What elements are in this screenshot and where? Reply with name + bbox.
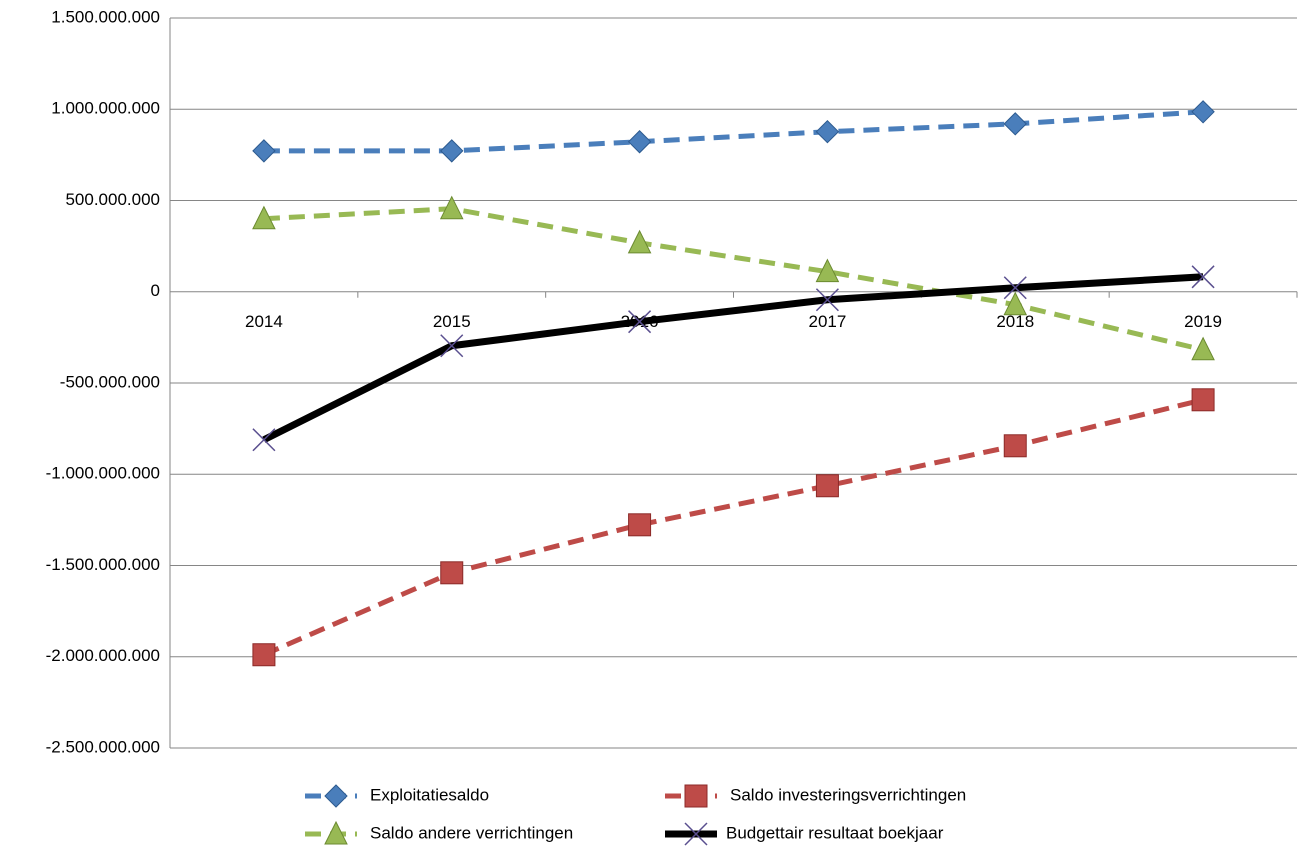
marker	[684, 822, 708, 846]
marker	[252, 139, 276, 163]
marker	[1003, 112, 1027, 136]
marker	[440, 139, 464, 163]
series-line	[262, 397, 1204, 658]
y-tick-label: -1.000.000.000	[46, 464, 160, 483]
marker	[627, 130, 652, 154]
y-tick-label: -2.500.000.000	[46, 737, 160, 756]
x-tick-label: 2014	[245, 312, 283, 331]
marker-shape	[815, 258, 840, 283]
marker	[1191, 100, 1215, 124]
legend-label: Budgettair resultaat boekjaar	[726, 823, 944, 842]
marker-shape	[440, 334, 464, 358]
marker-shape	[628, 310, 652, 334]
marker-shape	[1191, 336, 1215, 361]
marker-shape	[252, 643, 276, 667]
legend-label: Exploitatiesaldo	[370, 785, 489, 804]
marker	[815, 258, 840, 283]
marker-shape	[815, 474, 839, 498]
marker	[252, 205, 276, 230]
marker	[627, 229, 652, 254]
marker	[324, 784, 348, 808]
series-line	[262, 273, 1204, 443]
marker	[1191, 336, 1215, 361]
y-tick-label: 500.000.000	[65, 190, 160, 209]
marker-shape	[627, 130, 652, 154]
marker	[440, 561, 464, 585]
marker-shape	[324, 820, 348, 845]
x-tick-label: 2019	[1184, 312, 1222, 331]
y-tick-label: -2.000.000.000	[46, 646, 160, 665]
marker	[815, 119, 840, 144]
x-tick-label: 2017	[809, 312, 847, 331]
marker	[815, 474, 839, 498]
marker	[628, 310, 652, 334]
marker-shape	[1003, 291, 1028, 316]
marker-shape	[252, 428, 276, 452]
marker-shape	[1191, 265, 1215, 289]
marker	[252, 643, 276, 667]
marker-shape	[1191, 388, 1215, 412]
marker	[440, 334, 464, 358]
y-tick-label: 0	[151, 281, 160, 300]
marker	[324, 820, 348, 845]
x-tick-label: 2015	[433, 312, 471, 331]
marker-shape	[440, 139, 464, 163]
marker-shape	[627, 229, 652, 254]
marker-shape	[684, 784, 708, 808]
marker-shape	[628, 513, 652, 537]
marker	[1191, 265, 1215, 289]
marker-shape	[684, 822, 708, 846]
marker-shape	[439, 195, 464, 220]
legend-label: Saldo andere verrichtingen	[370, 823, 573, 842]
marker	[1191, 388, 1215, 412]
marker	[1003, 434, 1027, 458]
y-tick-label: 1.000.000.000	[51, 99, 160, 118]
marker-shape	[1191, 100, 1215, 124]
marker	[628, 513, 652, 537]
y-tick-label: -1.500.000.000	[46, 555, 160, 574]
marker	[684, 784, 708, 808]
marker	[815, 288, 839, 312]
marker-shape	[440, 561, 464, 585]
marker	[1003, 291, 1028, 316]
legend-label: Saldo investeringsverrichtingen	[730, 785, 966, 804]
marker-shape	[1003, 434, 1027, 458]
y-tick-label: 1.500.000.000	[51, 7, 160, 26]
marker-shape	[1003, 112, 1027, 136]
marker-shape	[252, 139, 276, 163]
series-line	[263, 206, 1204, 353]
marker	[252, 428, 276, 452]
y-tick-label: -500.000.000	[60, 372, 160, 391]
marker-shape	[815, 119, 840, 144]
marker-shape	[1003, 276, 1027, 300]
marker-shape	[252, 205, 276, 230]
series-line	[263, 109, 1204, 154]
marker-shape	[815, 288, 839, 312]
marker-shape	[324, 784, 348, 808]
marker	[1003, 276, 1027, 300]
x-tick-label: 2018	[996, 312, 1034, 331]
marker	[439, 195, 464, 220]
